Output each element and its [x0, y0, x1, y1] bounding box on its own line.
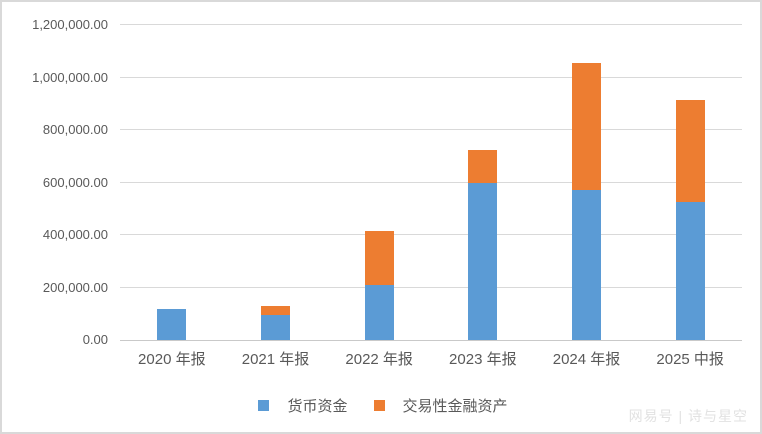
legend-label-monetary-funds: 货币资金 — [287, 398, 348, 415]
bar-segment-monetary-funds-2023年报 — [468, 182, 498, 340]
plot-area — [120, 24, 742, 341]
legend-swatch-orange-icon — [373, 400, 385, 411]
x-tick-label: 2020 年报 — [138, 351, 206, 368]
bar-segment-trading-financial-assets-2021年报 — [261, 306, 290, 316]
bar-segment-monetary-funds-2021年报 — [261, 315, 290, 340]
bar-segment-monetary-funds-2025中报 — [675, 202, 705, 340]
y-tick-label: 1,200,000.00 — [32, 17, 108, 32]
x-tick-label: 2023 年报 — [449, 351, 517, 368]
bar-segment-monetary-funds-2022年报 — [364, 284, 394, 340]
x-tick-label: 2021 年报 — [241, 351, 310, 368]
y-tick-label: 200,000.00 — [42, 279, 108, 295]
gridline — [120, 129, 742, 130]
y-tick-label: 1,000,000.00 — [32, 69, 108, 85]
legend: 货币资金 交易性金融资产 — [2, 395, 762, 416]
x-tick-label: 2025 中报 — [656, 351, 724, 368]
legend-swatch-blue-icon — [258, 400, 270, 411]
gridline — [120, 76, 742, 78]
watermark: 网易号 | 诗与星空 — [628, 408, 748, 424]
x-axis-line — [120, 340, 742, 341]
legend-item-monetary-funds: 货币资金 — [258, 395, 348, 416]
legend-label-trading-financial-assets: 交易性金融资产 — [402, 398, 508, 415]
y-tick-label: 400,000.00 — [42, 227, 108, 242]
x-axis: 2020 年报 2021 年报 2022 年报 2023 年报 2024 年报 2025 … — [120, 348, 742, 372]
bar-segment-trading-financial-assets-2022年报 — [364, 231, 394, 285]
x-tick-label: 2022 年报 — [345, 351, 413, 368]
bar-segment-monetary-funds-2020年报 — [157, 308, 187, 340]
gridline — [120, 24, 742, 25]
y-axis: 0.00 200,000.00 400,000.00 600,000.00 800,00… — [2, 2, 108, 362]
gridline — [120, 234, 742, 235]
bar-segment-trading-financial-assets-2025中报 — [675, 100, 705, 203]
gridline — [120, 286, 742, 288]
y-tick-label: 600,000.00 — [42, 174, 108, 190]
y-tick-label: 0.00 — [82, 332, 108, 347]
bar-segment-trading-financial-assets-2023年报 — [468, 149, 498, 183]
y-tick-label: 800,000.00 — [42, 122, 108, 137]
bar-segment-monetary-funds-2024年报 — [572, 190, 601, 340]
bar-segment-trading-financial-assets-2024年报 — [572, 63, 601, 191]
x-tick-label: 2024 年报 — [552, 351, 621, 368]
gridline — [120, 181, 742, 183]
legend-item-trading-financial-assets: 交易性金融资产 — [373, 395, 508, 416]
